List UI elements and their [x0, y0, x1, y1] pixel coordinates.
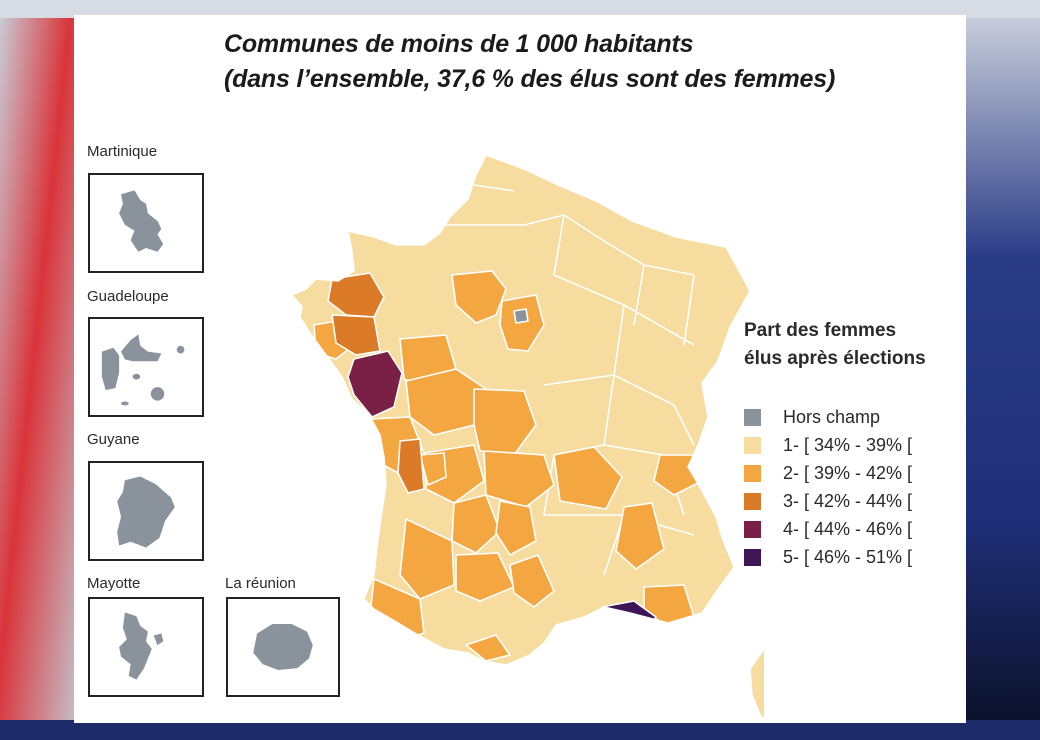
legend-item-tier-4: 4- [ 44% - 46% [ [744, 515, 912, 543]
dept-tier2-creuse [483, 450, 555, 508]
legend: Hors champ 1- [ 34% - 39% [ 2- [ 39% - 4… [744, 403, 912, 571]
inset-guadeloupe [88, 317, 204, 417]
legend-label: 2- [ 39% - 42% [ [783, 462, 913, 483]
dept-tier2-deux-sevres [419, 452, 447, 486]
dept-tier2-drome [615, 502, 665, 570]
dept-tier2-correze [495, 500, 537, 556]
title-line-2: (dans l’ensemble, 37,6 % des élus sont d… [224, 65, 836, 93]
inset-guyane [88, 461, 204, 561]
guadeloupe-shape [101, 334, 185, 406]
france-map [290, 155, 764, 721]
dept-tier2-dordogne [451, 494, 501, 554]
corse [749, 647, 764, 721]
dept-hors-champ-paris [513, 308, 529, 324]
mayotte-shape [119, 612, 164, 680]
legend-title-line-2: élus après élections [744, 348, 926, 369]
legend-label: 1- [ 34% - 39% [ [783, 434, 913, 455]
guyane-shape [117, 476, 175, 548]
dept-tier4-loire-atlantique [347, 350, 403, 418]
dept-tier3-deux-sevres [397, 438, 425, 494]
legend-item-tier-1: 1- [ 34% - 39% [ [744, 431, 912, 459]
dept-tier2-lot [455, 552, 515, 602]
legend-label: Hors champ [783, 406, 881, 427]
dept-tier2-haute-savoie [703, 466, 733, 500]
legend-label: 5- [ 46% - 51% [ [783, 546, 913, 567]
dept-tier2-allier [553, 446, 623, 510]
departements [292, 155, 750, 665]
legend-swatch [744, 520, 761, 538]
dept-tier2-gironde [399, 518, 455, 600]
legend-title: Part des femmes élus après élections [744, 317, 926, 373]
legend-swatch [744, 548, 761, 566]
legend-swatch [744, 408, 761, 426]
legend-swatch [744, 436, 761, 454]
map-panel: Communes de moins de 1 000 habitants (da… [74, 15, 966, 723]
legend-item-tier-2: 2- [ 39% - 42% [ [744, 459, 912, 487]
inset-la-reunion [226, 597, 340, 697]
legend-swatch [744, 464, 761, 482]
la-reunion-shape [253, 623, 313, 671]
legend-item-tier-3: 3- [ 42% - 44% [ [744, 487, 912, 515]
dept-tier2-eure [451, 270, 507, 324]
inset-label-guadeloupe: Guadeloupe [87, 288, 169, 305]
title-line-1: Communes de moins de 1 000 habitants [224, 30, 694, 58]
legend-item-tier-5: 5- [ 46% - 51% [ [744, 543, 912, 571]
inset-martinique [88, 173, 204, 273]
legend-swatch [744, 492, 761, 510]
dept-tier2-aveyron [509, 554, 555, 608]
inset-label-la-reunion: La réunion [225, 575, 296, 592]
legend-item-hors-champ: Hors champ [744, 403, 912, 431]
dept-tier2-ariege [465, 634, 511, 662]
legend-label: 3- [ 42% - 44% [ [783, 490, 913, 511]
dept-tier2-seine-et-marne [499, 294, 545, 352]
legend-title-line-1: Part des femmes [744, 320, 897, 341]
inset-label-mayotte: Mayotte [87, 575, 141, 592]
inset-mayotte [88, 597, 204, 697]
legend-label: 4- [ 44% - 46% [ [783, 518, 913, 539]
map-title: Communes de moins de 1 000 habitants (da… [224, 27, 835, 97]
dept-tier3-morbihan [331, 314, 381, 356]
martinique-shape [119, 190, 164, 252]
france-outline [290, 155, 751, 666]
inset-label-guyane: Guyane [87, 431, 140, 448]
inset-label-martinique: Martinique [87, 143, 158, 160]
